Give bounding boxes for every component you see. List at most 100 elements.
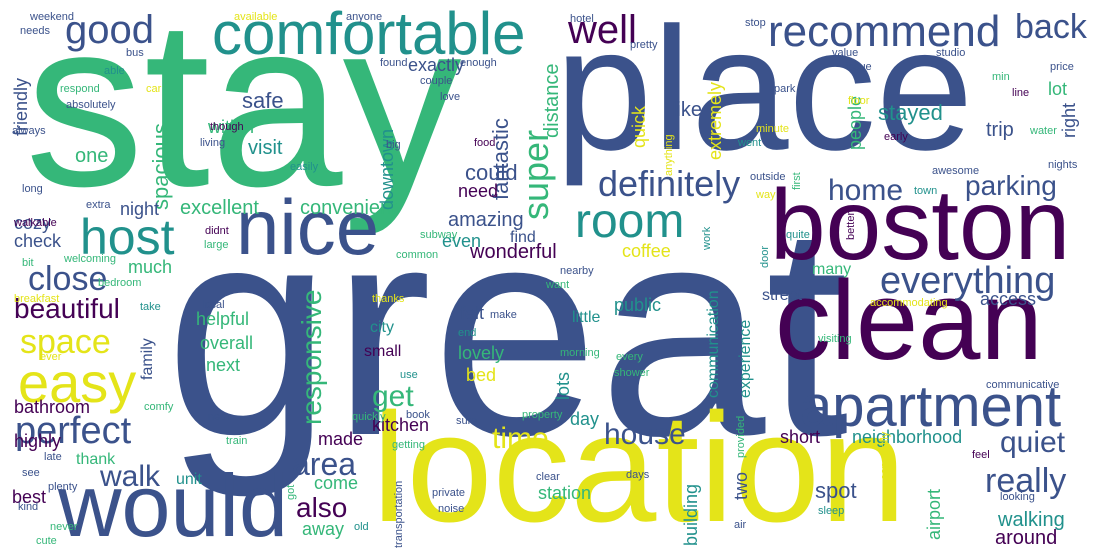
cloud-word: right xyxy=(1059,102,1079,138)
cloud-word: plenty xyxy=(48,481,78,493)
cloud-word: city xyxy=(370,319,394,336)
cloud-word: kitchen xyxy=(372,415,430,435)
cloud-word: common xyxy=(396,249,439,261)
cloud-word: getting xyxy=(392,439,426,451)
cloud-word: though xyxy=(210,121,244,133)
cloud-word: clear xyxy=(536,471,560,483)
cloud-word: unit xyxy=(176,471,202,488)
cloud-word: book xyxy=(406,409,430,421)
cloud-word: better xyxy=(845,211,857,240)
cloud-word: days xyxy=(626,469,650,481)
cloud-word: station xyxy=(538,483,592,503)
cloud-word: min xyxy=(992,71,1010,83)
cloud-word: easy xyxy=(18,351,137,414)
cloud-word: want xyxy=(546,279,570,291)
cloud-word: pretty xyxy=(630,39,658,51)
cloud-word: first xyxy=(791,172,803,190)
cloud-word: quiet xyxy=(1000,426,1066,459)
cloud-word: distance xyxy=(541,63,563,139)
cloud-word: door xyxy=(759,245,771,268)
cloud-word: always xyxy=(12,125,46,137)
cloud-word: went xyxy=(738,137,762,149)
cloud-word: away xyxy=(302,519,345,539)
cloud-word: every xyxy=(616,351,643,363)
cloud-word: long xyxy=(22,183,43,195)
cloud-word: air xyxy=(734,519,747,531)
cloud-word: walkable xyxy=(14,217,57,229)
cloud-word: lot xyxy=(1048,79,1068,99)
cloud-word: airport xyxy=(924,488,944,540)
cloud-word: night xyxy=(120,199,160,219)
cloud-word: late xyxy=(44,451,62,463)
cloud-word: quite xyxy=(786,229,810,241)
cloud-word: thanks xyxy=(372,293,405,305)
cloud-word: large xyxy=(204,239,229,251)
cloud-word: enough xyxy=(460,57,497,69)
cloud-word: small xyxy=(364,343,402,360)
cloud-word: love xyxy=(440,91,461,103)
cloud-word: sleep xyxy=(818,505,845,517)
cloud-word: local xyxy=(202,299,225,311)
cloud-word: stayed xyxy=(878,100,943,125)
cloud-word: location xyxy=(372,381,907,554)
cloud-word: definitely xyxy=(598,163,741,204)
cloud-word: spot xyxy=(815,478,857,503)
cloud-word: street xyxy=(762,287,803,304)
cloud-word: especially xyxy=(879,431,891,480)
cloud-word: neighborhood xyxy=(852,427,963,447)
cloud-word: check xyxy=(14,231,62,251)
cloud-word: perfect xyxy=(15,410,132,452)
cloud-word: lovely xyxy=(458,343,505,363)
cloud-word: experience xyxy=(737,319,754,398)
cloud-word: studio xyxy=(936,47,966,59)
cloud-word: like xyxy=(672,99,703,121)
cloud-word: building xyxy=(681,483,701,546)
cloud-word: outside xyxy=(750,171,786,183)
cloud-word: issue xyxy=(846,61,872,73)
cloud-word: accommodating xyxy=(870,297,948,309)
cloud-word: place xyxy=(555,0,974,187)
cloud-word: living xyxy=(200,137,226,149)
cloud-word: minute xyxy=(756,123,790,135)
cloud-word: public xyxy=(614,295,662,315)
cloud-word: value xyxy=(832,47,859,59)
cloud-word: next xyxy=(206,355,241,375)
cloud-word: noise xyxy=(438,503,465,515)
cloud-word: provided xyxy=(735,415,747,458)
cloud-word: able xyxy=(104,65,125,77)
cloud-word: exactly xyxy=(408,55,465,75)
cloud-word: access xyxy=(980,289,1037,309)
cloud-word: bedroom xyxy=(98,277,142,289)
cloud-word: couple xyxy=(420,75,453,87)
cloud-word: within xyxy=(208,117,255,137)
cloud-word: water xyxy=(1030,125,1057,137)
cloud-word: good xyxy=(65,8,154,52)
cloud-word: visit xyxy=(248,137,283,159)
cloud-word: near xyxy=(208,411,231,423)
cloud-word: private xyxy=(432,487,466,499)
cloud-word: bit xyxy=(22,257,34,269)
cloud-word: old xyxy=(354,521,369,533)
cloud-word: around xyxy=(995,527,1058,549)
cloud-word: end xyxy=(458,327,477,339)
cloud-word: take xyxy=(140,301,161,313)
cloud-word: little xyxy=(572,309,601,326)
cloud-word: even xyxy=(442,231,482,251)
cloud-word: way xyxy=(756,189,776,201)
cloud-word: stay xyxy=(25,0,462,236)
cloud-word: make xyxy=(490,309,517,321)
cloud-word: walking xyxy=(998,509,1065,531)
cloud-word: found xyxy=(380,57,408,69)
cloud-word: short xyxy=(780,427,821,447)
cloud-word: weekend xyxy=(30,11,75,23)
cloud-word: welcoming xyxy=(64,253,116,265)
cloud-word: visiting xyxy=(818,333,852,345)
cloud-word: apartment xyxy=(800,374,1062,439)
cloud-word: convenient xyxy=(300,197,397,219)
cloud-word: come xyxy=(314,473,359,493)
cloud-word: back xyxy=(1015,8,1087,46)
cloud-word: clean xyxy=(775,258,1043,383)
cloud-word: price xyxy=(1050,61,1074,73)
cloud-word: quickly xyxy=(352,411,386,423)
